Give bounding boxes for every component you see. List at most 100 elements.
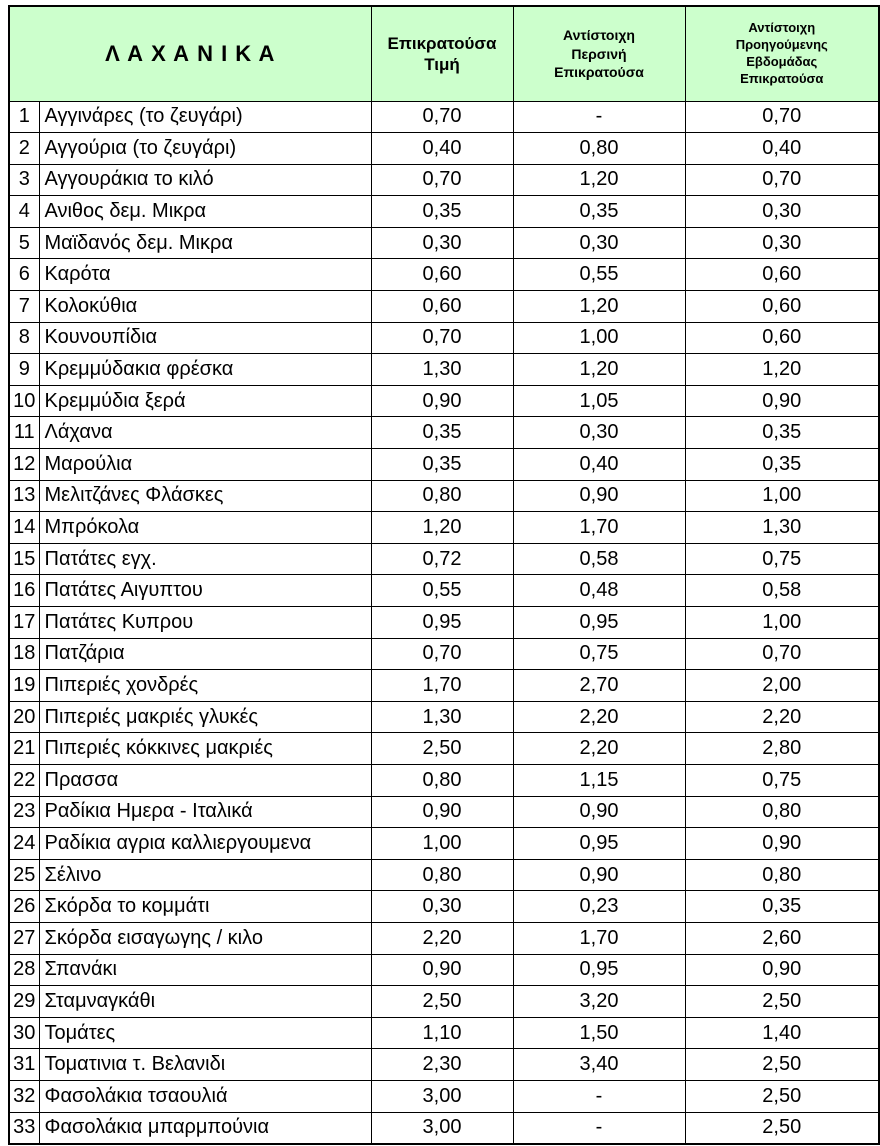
current-price-cell: 0,90 [370,953,514,987]
vegetable-name-cell: Αγγούρια (το ζευγάρι) [38,132,372,165]
table-row: 20 Πιπεριές μακριές γλυκές 1,30 2,20 2,2… [8,700,880,734]
last-year-price-cell: 2,20 [512,700,686,734]
last-year-price-cell: 0,80 [512,132,686,165]
vegetable-name-cell: Ανιθος δεμ. Μικρα [38,195,372,228]
vegetable-name-cell: Φασολάκια τσαουλιά [38,1079,372,1113]
vegetable-name-cell: Σκόρδα εισαγωγης / κιλο [38,921,372,955]
table-row: 13 Μελιτζάνες Φλάσκες 0,80 0,90 1,00 [8,479,880,513]
vegetable-name-cell: Τομάτες [38,1016,372,1050]
prev-week-price-cell: 0,35 [684,448,880,481]
table-row: 7 Κολοκύθια 0,60 1,20 0,60 [8,290,880,323]
last-year-price-cell: 3,20 [512,985,686,1018]
vegetable-name-cell: Μελιτζάνες Φλάσκες [38,479,372,513]
row-number-cell: 19 [8,669,40,702]
row-number-cell: 5 [8,226,40,260]
last-year-price-cell: - [512,100,686,134]
vegetable-name-cell: Ραδίκια Ημερα - Ιταλικά [38,795,372,829]
vegetable-name-cell: Σπανάκι [38,953,372,987]
table-row: 28 Σπανάκι 0,90 0,95 0,90 [8,953,880,987]
prev-week-price-cell: 2,50 [684,1048,880,1081]
last-year-price-cell: 1,20 [512,163,686,197]
last-year-price-cell: - [512,1111,686,1145]
current-price-cell: 1,00 [370,827,514,860]
row-number-cell: 23 [8,795,40,829]
vegetable-name-cell: Ραδίκια αγρια καλλιεργουμενα [38,827,372,860]
row-number-cell: 27 [8,921,40,955]
current-price-cell: 1,70 [370,669,514,702]
prev-week-price-cell: 2,00 [684,669,880,702]
vegetable-name-cell: Σταμναγκάθι [38,985,372,1018]
prev-week-price-cell: 0,75 [684,542,880,576]
last-year-price-cell: 2,70 [512,669,686,702]
prev-week-price-cell: 2,50 [684,1079,880,1113]
current-price-cell: 0,70 [370,321,514,355]
table-row: 3 Αγγουράκια το κιλό 0,70 1,20 0,70 [8,163,880,197]
last-year-price-cell: 0,90 [512,795,686,829]
row-number-cell: 28 [8,953,40,987]
prev-week-price-cell: 0,58 [684,574,880,607]
row-number-cell: 15 [8,542,40,576]
last-year-price-cell: 0,95 [512,606,686,639]
prev-week-price-cell: 0,80 [684,795,880,829]
last-year-price-cell: 0,55 [512,258,686,292]
row-number-cell: 10 [8,384,40,418]
prev-week-price-cell: 2,80 [684,732,880,765]
row-number-cell: 2 [8,132,40,165]
row-number-cell: 18 [8,637,40,671]
row-number-cell: 22 [8,763,40,797]
table-row: 1 Αγγινάρες (το ζευγάρι) 0,70 - 0,70 [8,100,880,134]
current-price-cell: 1,20 [370,511,514,544]
prev-week-price-cell: 2,50 [684,1111,880,1145]
vegetable-name-cell: Πιπεριές μακριές γλυκές [38,700,372,734]
prev-week-price-cell: 1,00 [684,606,880,639]
vegetable-name-cell: Πατάτες εγχ. [38,542,372,576]
prev-week-price-cell: 0,70 [684,163,880,197]
row-number-cell: 24 [8,827,40,860]
last-year-price-cell: 1,20 [512,353,686,386]
current-price-cell: 0,60 [370,290,514,323]
row-number-cell: 7 [8,290,40,323]
table-row: 6 Καρότα 0,60 0,55 0,60 [8,258,880,292]
prev-week-price-cell: 0,40 [684,132,880,165]
table-row: 22 Πρασσα 0,80 1,15 0,75 [8,763,880,797]
vegetable-name-cell: Πατάτες Κυπρου [38,606,372,639]
current-price-cell: 2,50 [370,732,514,765]
prev-week-price-cell: 0,80 [684,858,880,892]
vegetable-name-cell: Πιπεριές χονδρές [38,669,372,702]
prev-week-price-cell: 0,35 [684,416,880,450]
prev-week-price-cell: 0,70 [684,100,880,134]
current-price-cell: 0,95 [370,606,514,639]
table-title: Λ Α Χ Α Ν Ι Κ Α [8,5,372,102]
last-year-price-cell: 0,48 [512,574,686,607]
current-price-cell: 0,90 [370,384,514,418]
last-year-price-cell: 0,90 [512,858,686,892]
vegetable-name-cell: Μαϊδανός δεμ. Μικρα [38,226,372,260]
prev-week-price-cell: 1,40 [684,1016,880,1050]
row-number-cell: 30 [8,1016,40,1050]
last-year-price-cell: 0,75 [512,637,686,671]
table-row: 18 Πατζάρια 0,70 0,75 0,70 [8,637,880,671]
current-price-cell: 0,70 [370,163,514,197]
table-row: 2 Αγγούρια (το ζευγάρι) 0,40 0,80 0,40 [8,132,880,165]
current-price-cell: 0,35 [370,195,514,228]
current-price-cell: 3,00 [370,1111,514,1145]
table-row: 12 Μαρούλια 0,35 0,40 0,35 [8,448,880,481]
vegetable-name-cell: Πιπεριές κόκκινες μακριές [38,732,372,765]
current-price-cell: 1,30 [370,353,514,386]
row-number-cell: 11 [8,416,40,450]
vegetable-name-cell: Κολοκύθια [38,290,372,323]
last-year-price-cell: 0,40 [512,448,686,481]
last-year-price-cell: 0,30 [512,226,686,260]
prev-week-price-cell: 2,50 [684,985,880,1018]
table-row: 32 Φασολάκια τσαουλιά 3,00 - 2,50 [8,1079,880,1113]
current-price-cell: 2,20 [370,921,514,955]
last-year-price-cell: 1,15 [512,763,686,797]
table-row: 26 Σκόρδα το κομμάτι 0,30 0,23 0,35 [8,890,880,923]
row-number-cell: 4 [8,195,40,228]
current-price-cell: 0,70 [370,637,514,671]
vegetable-name-cell: Κουνουπίδια [38,321,372,355]
last-year-price-cell: 0,95 [512,827,686,860]
prev-week-price-cell: 0,75 [684,763,880,797]
current-price-cell: 0,35 [370,448,514,481]
